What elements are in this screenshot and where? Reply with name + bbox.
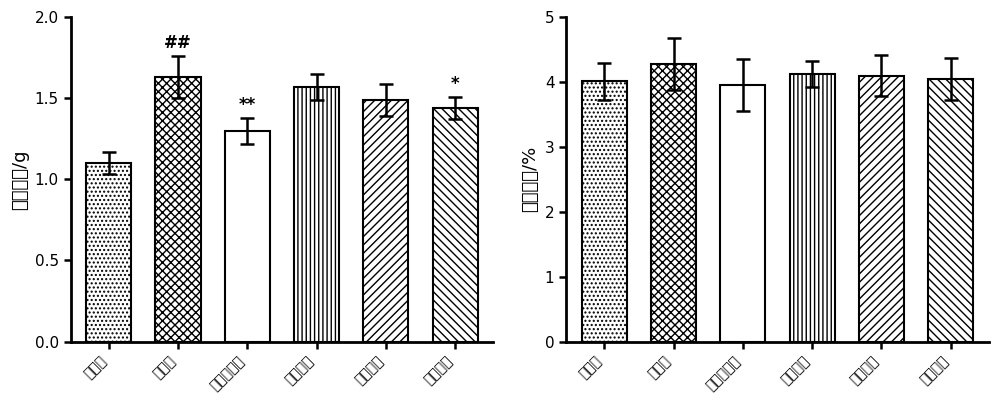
Bar	[582, 81, 627, 341]
Bar	[790, 74, 835, 341]
Bar	[86, 163, 131, 341]
Y-axis label: 肝脏重量/g: 肝脏重量/g	[11, 149, 29, 210]
Bar	[294, 87, 339, 341]
Bar	[225, 130, 270, 341]
Text: ##: ##	[164, 34, 192, 52]
Bar	[363, 100, 408, 341]
Bar	[433, 108, 478, 341]
Bar	[928, 79, 973, 341]
Text: *: *	[451, 75, 459, 93]
Text: **: **	[239, 96, 256, 114]
Bar	[720, 85, 765, 341]
Y-axis label: 肝脏指数/%: 肝脏指数/%	[521, 146, 539, 213]
Bar	[155, 77, 201, 341]
Bar	[651, 64, 696, 341]
Bar	[859, 76, 904, 341]
